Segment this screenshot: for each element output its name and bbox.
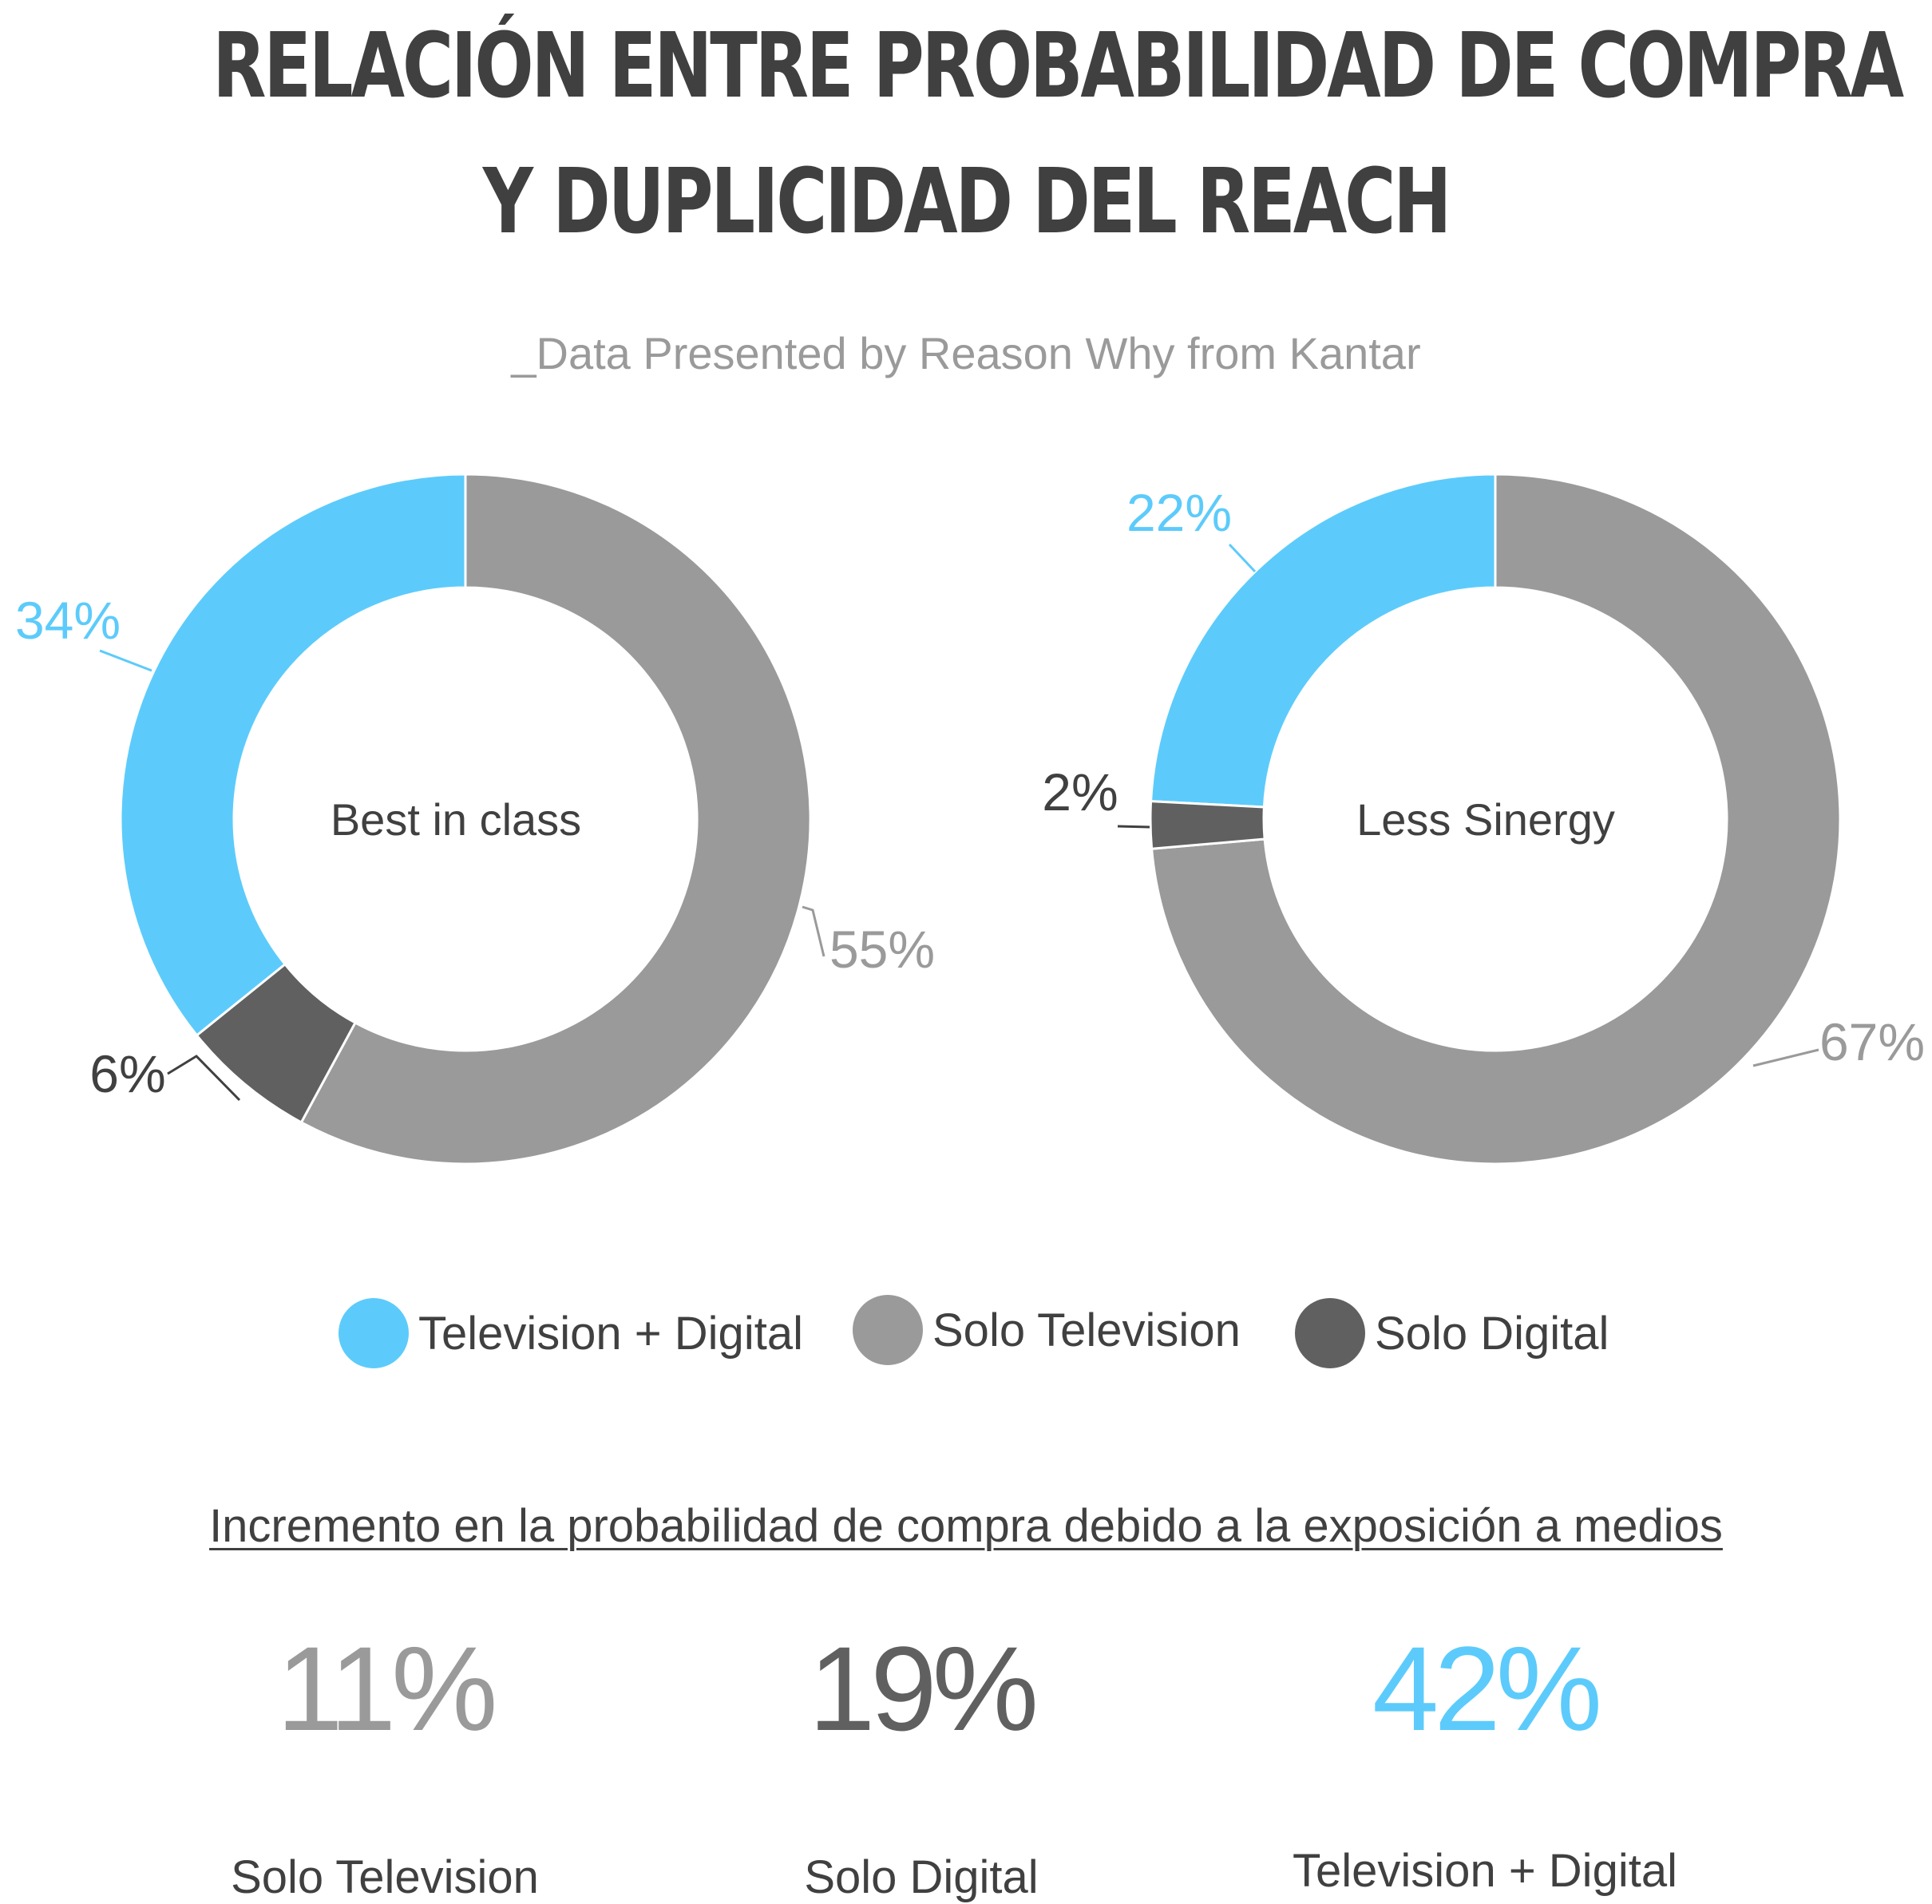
page-title-line-2: Y DUPLICIDAD DEL REACH xyxy=(482,150,1452,254)
increment-heading-text: Incremento en la probabilidad de compra … xyxy=(209,1500,1723,1552)
leader-line-solo-digital xyxy=(1117,825,1150,829)
slice-solo-television xyxy=(299,473,812,1166)
data-label-solo-digital: 2% xyxy=(1042,762,1118,821)
increment-heading: Incremento en la probabilidad de compra … xyxy=(0,1499,1932,1553)
center-label-best-in-class: Best in class xyxy=(331,794,581,845)
chart-legend: Television + Digital Solo Television Sol… xyxy=(0,1293,1932,1373)
center-label-less-sinergy: Less Sinergy xyxy=(1356,794,1615,845)
stat-solo-digital: 19% Solo Digital xyxy=(642,1629,1201,1904)
data-label-solo-television: 55% xyxy=(829,920,935,979)
legend-item-television-digital: Television + Digital xyxy=(338,1293,803,1373)
slice-solo-digital xyxy=(195,962,358,1124)
legend-item-solo-digital: Solo Digital xyxy=(1295,1293,1609,1373)
data-label-solo-television: 67% xyxy=(1819,1012,1925,1071)
slice-solo-television xyxy=(1150,473,1842,1166)
leader-line-television-digital xyxy=(1228,543,1257,573)
stat-value-solo-digital: 19% xyxy=(808,1621,1039,1756)
slice-television-digital xyxy=(119,473,467,1038)
page-title-line-1: RELACIÓN ENTRE PROBABILIDAD DE COMPRA xyxy=(212,14,1904,118)
stat-label-solo-television: Solo Television xyxy=(231,1851,539,1903)
page-subtitle: _Data Presented by Reason Why from Kanta… xyxy=(511,328,1421,378)
legend-item-solo-television: Solo Television xyxy=(853,1290,1241,1370)
slice-television-digital xyxy=(1150,473,1497,809)
slice-solo-digital xyxy=(1149,800,1266,850)
legend-label-solo-digital: Solo Digital xyxy=(1375,1307,1609,1360)
data-label-television-digital: 22% xyxy=(1126,483,1232,542)
donut-chart-best-in-class: 34% 55% 6% Best in class xyxy=(15,473,935,1166)
stat-label-solo-digital: Solo Digital xyxy=(804,1851,1039,1903)
donut-charts: 34% 55% 6% Best in class 22% 67% 2% Less Sinerg… xyxy=(15,473,1925,1166)
stat-television-digital: 42% Television + Digital xyxy=(1206,1629,1764,1898)
leader-line-solo-television xyxy=(802,905,825,957)
stat-value-solo-television: 11% xyxy=(276,1621,497,1756)
stat-solo-television: 11% Solo Television xyxy=(105,1629,664,1904)
data-label-television-digital: 34% xyxy=(15,591,121,650)
legend-swatch-solo-digital xyxy=(1295,1298,1365,1368)
stat-label-television-digital: Television + Digital xyxy=(1293,1845,1677,1897)
leader-line-television-digital xyxy=(99,649,152,672)
stat-value-television-digital: 42% xyxy=(1372,1621,1602,1756)
data-label-solo-digital: 6% xyxy=(89,1044,165,1103)
legend-label-solo-television: Solo Television xyxy=(932,1304,1241,1356)
legend-label-television-digital: Television + Digital xyxy=(418,1307,803,1360)
legend-swatch-television-digital xyxy=(338,1298,409,1368)
leader-line-solo-digital xyxy=(167,1055,241,1102)
donut-chart-less-sinergy: 22% 67% 2% Less Sinergy xyxy=(1042,473,1925,1166)
leader-line-solo-television xyxy=(1752,1048,1819,1067)
legend-swatch-solo-television xyxy=(853,1295,923,1365)
